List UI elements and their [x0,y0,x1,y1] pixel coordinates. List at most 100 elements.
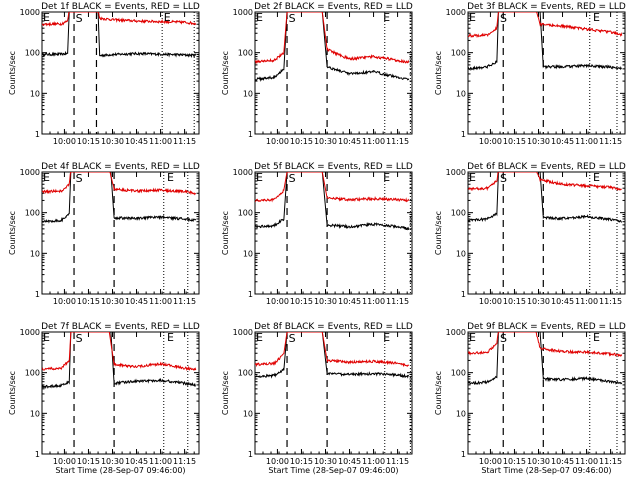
s-marker: S [289,172,296,185]
x-tick-label: 10:15 [77,297,100,306]
e-marker: E [383,171,390,184]
y-tick-label: 1 [461,130,466,139]
x-tick-label: 10:00 [479,137,502,146]
x-tick-label: 10:45 [338,137,361,146]
y-tick-label: 10 [456,89,466,98]
y-tick-label: 1000 [20,328,40,337]
plot-frame [467,11,626,135]
x-tick-label: 10:30 [314,457,337,466]
x-tick-label: 10:45 [551,137,574,146]
x-tick-label: 11:00 [362,137,385,146]
series-line-lld [468,172,622,192]
y-tick-label: 100 [451,369,466,378]
x-tick-label: 10:00 [479,297,502,306]
x-tick-label: 11:15 [386,137,409,146]
x-tick-label: 11:00 [149,137,172,146]
x-tick-label: 11:00 [575,297,598,306]
series-line-lld [255,332,410,368]
series-line-lld [255,12,410,65]
x-tick-label: 10:15 [503,457,526,466]
s-marker: S [500,172,507,185]
series-line-events [42,172,197,224]
s-marker: S [289,12,296,25]
y-tick-label: 100 [451,49,466,58]
e-marker: E [593,331,600,344]
s-marker: S [76,172,83,185]
e-marker-start: E [469,331,476,344]
plot-frame [254,171,413,295]
e-marker-start: E [43,171,50,184]
x-tick-label: 10:30 [527,137,550,146]
x-tick-label: 11:00 [149,457,172,466]
x-axis-label: Start Time (28-Sep-07 09:46:00) [481,466,611,475]
x-tick-label: 10:00 [266,297,289,306]
e-marker-start: E [43,11,50,24]
y-tick-label: 1000 [446,8,466,17]
y-tick-label: 10 [30,249,40,258]
panel-title: Det 4f BLACK = Events, RED = LLD [41,162,200,172]
s-marker: S [76,12,83,25]
s-marker: S [289,332,296,345]
series-line-lld [42,332,197,372]
x-tick-label: 10:30 [314,297,337,306]
e-marker-start: E [256,11,263,24]
e-marker-start: E [256,331,263,344]
x-tick-label: 11:15 [173,137,196,146]
series-line-events [255,332,409,379]
s-marker: S [500,12,507,25]
x-tick-label: 11:15 [173,457,196,466]
plot-frame [467,171,626,295]
plot-frame [467,331,626,455]
series-line-events [468,332,623,386]
y-tick-label: 1000 [233,328,253,337]
y-axis-label: Counts/sec [221,211,230,255]
y-tick-label: 10 [456,249,466,258]
x-tick-label: 10:45 [125,297,148,306]
x-tick-label: 11:00 [362,297,385,306]
y-tick-label: 1 [461,290,466,299]
e-marker: E [167,331,174,344]
detector-panel-7: Det 7f BLACK = Events, RED = LLD 1 10 100 10… [8,322,200,475]
x-tick-label: 10:00 [53,457,76,466]
y-tick-label: 1000 [233,8,253,17]
e-marker-start: E [469,11,476,24]
x-tick-label: 11:15 [599,297,622,306]
x-tick-label: 10:00 [266,137,289,146]
y-tick-label: 10 [243,409,253,418]
e-marker: E [164,11,171,24]
x-tick-label: 11:15 [386,297,409,306]
series-line-lld [468,12,623,39]
x-tick-label: 11:00 [575,457,598,466]
y-axis-label: Counts/sec [434,371,443,415]
x-tick-label: 10:45 [125,137,148,146]
series-line-events [468,12,622,71]
y-tick-label: 10 [456,409,466,418]
e-marker: E [593,11,600,24]
series-line-events [255,12,410,82]
s-marker: S [76,332,83,345]
x-tick-label: 11:00 [362,457,385,466]
y-tick-label: 10 [243,249,253,258]
y-tick-label: 100 [238,369,253,378]
series-line-events [42,332,196,390]
y-tick-label: 100 [238,209,253,218]
x-tick-label: 10:00 [479,457,502,466]
series-line-events [255,172,410,231]
y-tick-label: 1000 [446,168,466,177]
detector-panel-5: Det 5f BLACK = Events, RED = LLD 1 10 100 10… [221,162,413,306]
plot-frame [41,171,200,295]
x-tick-label: 10:45 [125,457,148,466]
x-tick-label: 11:00 [575,137,598,146]
plot-frame [41,331,200,455]
x-tick-label: 10:45 [338,297,361,306]
x-tick-label: 10:45 [551,297,574,306]
x-tick-label: 10:15 [290,457,313,466]
y-tick-label: 1000 [20,8,40,17]
y-axis-label: Counts/sec [434,51,443,95]
detector-panel-3: Det 3f BLACK = Events, RED = LLD 1 10 100 10… [434,2,626,146]
series-line-lld [468,332,623,358]
y-tick-label: 1 [461,450,466,459]
x-tick-label: 11:15 [599,137,622,146]
panel-title: Det 7f BLACK = Events, RED = LLD [41,322,200,332]
